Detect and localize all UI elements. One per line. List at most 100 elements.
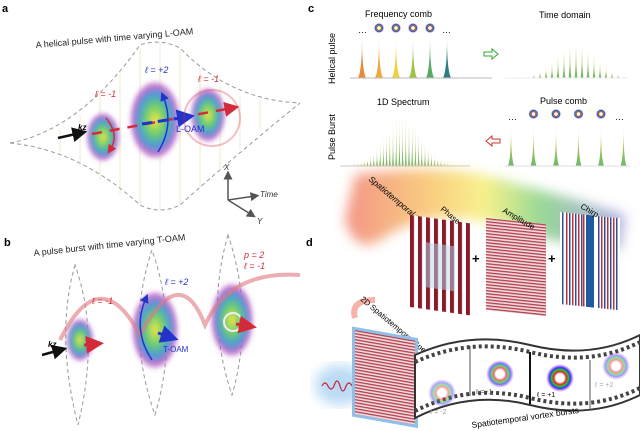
spectrum-peak — [376, 144, 378, 166]
spectrum-peak — [350, 164, 353, 166]
oam-ring-icon — [391, 23, 401, 33]
frame-label: ℓ = +2 — [594, 382, 613, 389]
l-label-b-right: ℓ = -1 — [243, 261, 265, 271]
burst-blob-right — [210, 282, 254, 358]
pulse-comb-title: Pulse comb — [540, 96, 587, 106]
panel-d: d Spatiotemporal multiplexing Phase + Am… — [306, 169, 640, 430]
spectrum-peak — [369, 153, 372, 166]
time-domain-peak — [604, 65, 608, 78]
spectrum-peak — [446, 163, 449, 166]
vortex-frame-4 — [602, 352, 630, 380]
propagation-arrow — [91, 101, 240, 136]
frequency-comb-peak — [392, 38, 400, 78]
rotation-arrow-center — [157, 91, 169, 153]
chirp-stripe — [569, 212, 571, 306]
propagation-arrow-b-right — [235, 315, 257, 334]
pulse-comb-peak — [508, 126, 514, 166]
pulse-comb-peak — [575, 126, 582, 166]
spectrum-peak — [392, 115, 394, 166]
frequency-comb-peak — [358, 38, 366, 78]
chirp-stripe — [575, 213, 577, 306]
frequency-comb-peak — [375, 38, 383, 78]
row-label-pulse-burst: Pulse Burst — [327, 113, 337, 160]
spectrum-peak — [424, 139, 426, 166]
frequency-comb-title: Frequency comb — [365, 9, 432, 19]
input-pulse-wave — [321, 380, 353, 392]
time-domain-peak — [550, 58, 554, 78]
spectrum-peak — [427, 144, 430, 166]
chirp-stripe — [578, 213, 580, 307]
spectrum-peak — [388, 120, 391, 166]
time-domain-title: Time domain — [539, 10, 591, 20]
kz-arrow-b — [41, 344, 68, 360]
comb-graphics — [344, 23, 627, 166]
pulse-comb-peak — [530, 126, 537, 166]
plus-sign: + — [548, 251, 556, 266]
vortex-blob-center — [129, 80, 181, 160]
vortex-frame-1 — [428, 379, 456, 407]
time-domain-peak — [532, 74, 536, 78]
l-label-right: ℓ = -1 — [197, 74, 219, 84]
spectrum-peak — [356, 163, 359, 166]
spectrum-peak — [353, 164, 356, 166]
panel-a: a A helical pulse with time varying L-OA… — [2, 3, 301, 226]
curved-arrow — [351, 297, 376, 319]
panel-a-title: A helical pulse with time varying L-OAM — [35, 26, 193, 50]
l-label-b-center: ℓ = +2 — [164, 277, 188, 287]
l-oam-arrow — [141, 109, 195, 128]
spectrum-peak — [379, 139, 382, 166]
spectrum-peak — [398, 108, 401, 166]
burst-hopping-arrow — [58, 272, 301, 341]
chirp-stripe — [572, 213, 574, 306]
burst-blob-center — [131, 290, 179, 370]
spectrum-peak — [420, 132, 423, 166]
spectrum-peak — [360, 161, 362, 166]
time-domain-peak — [622, 76, 626, 78]
time-domain-peak — [598, 58, 602, 78]
time-domain-peak — [556, 51, 560, 78]
frequency-comb-peak — [409, 38, 417, 78]
spatiotemporal-spectra-device — [352, 326, 418, 429]
panel-a-label: a — [2, 3, 9, 15]
spectrum-peak — [366, 157, 369, 166]
arrow-left-icon — [485, 134, 501, 148]
chirp-stripe — [616, 217, 618, 311]
frame-label: ℓ = -1 — [475, 389, 493, 396]
spectrum-peak — [414, 120, 417, 166]
panel-b: b A pulse burst with time varying T-OAM … — [4, 232, 301, 426]
time-domain-peak — [610, 70, 614, 78]
spectrum-peak — [440, 159, 442, 166]
spectrum-peak — [372, 149, 375, 166]
chirp-stripe — [583, 214, 585, 307]
oam-ring-icon — [408, 23, 418, 33]
pulse-envelope-top — [9, 41, 301, 144]
axis-y-label: Y — [257, 217, 263, 226]
l-label-left: ℓ = -1 — [94, 89, 116, 99]
coordinate-axes: X Time Y — [223, 163, 278, 226]
chirp-stripe — [562, 212, 564, 305]
chirp-stripe — [601, 216, 603, 309]
panel-b-title: A pulse burst with time varying T-OAM — [33, 232, 186, 258]
oam-ring-icon — [573, 109, 584, 119]
frequency-comb-peak — [426, 38, 434, 78]
l-label-center: ℓ = +2 — [144, 65, 168, 75]
ellipsis: … — [358, 25, 367, 35]
spectrum-peak — [411, 115, 414, 166]
vortex-frame-2 — [486, 360, 514, 388]
time-domain-peak — [544, 65, 548, 78]
time-domain-peak — [574, 36, 578, 78]
spectrum-peak — [363, 159, 366, 166]
vortex-bursts-label: Spatiotemporal vortex bursts — [471, 405, 580, 430]
spectrum-peak — [395, 111, 398, 166]
arrow-right-icon — [483, 47, 499, 61]
pulse-comb-peak — [553, 126, 559, 166]
ellipsis: … — [615, 112, 624, 122]
time-domain-peak — [616, 74, 620, 78]
time-domain-peak — [538, 70, 542, 78]
spectrum-peak — [382, 132, 385, 166]
t-oam-label: T-OAM — [163, 345, 189, 354]
spectrum-peak — [433, 153, 436, 166]
film-strip — [414, 333, 640, 420]
